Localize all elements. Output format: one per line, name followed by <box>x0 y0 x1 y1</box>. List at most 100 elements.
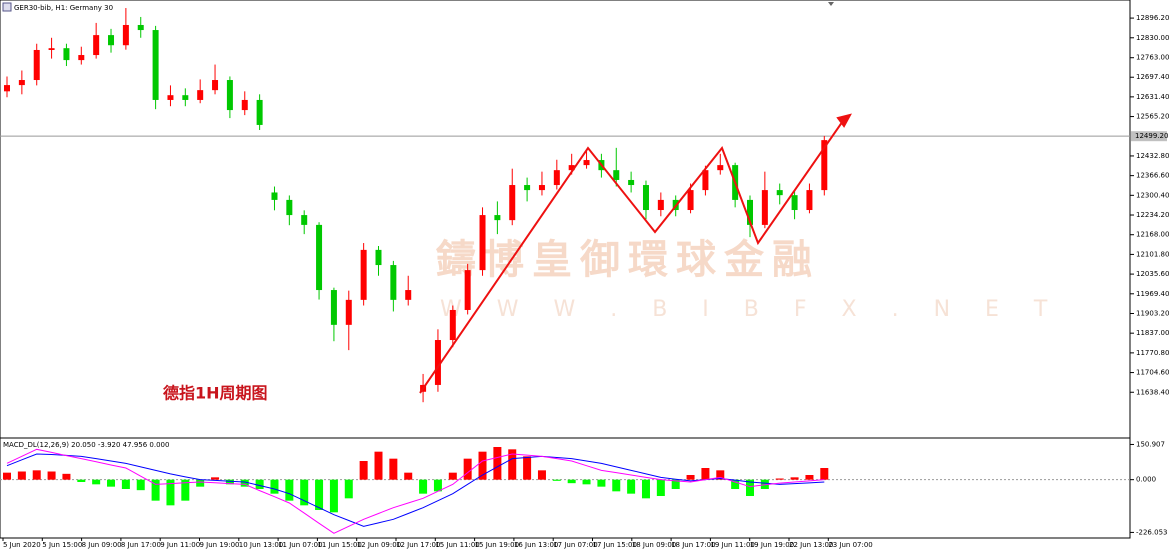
candle-body <box>791 195 798 211</box>
x-tick-label: 17 Jun 15:00 <box>593 541 637 549</box>
macd-bar <box>3 472 11 480</box>
chart-title: GER30-bib, H1: Germany 30 <box>14 4 113 12</box>
macd-bar <box>582 479 591 485</box>
macd-bar <box>300 479 309 506</box>
x-tick-label: 9 Jun 11:00 <box>160 541 200 549</box>
annotation: 德指1H周期图 <box>163 384 268 403</box>
macd-y-tick-label: -226.053 <box>1136 528 1167 536</box>
candle-body <box>628 179 635 186</box>
y-tick-label: 12168.00 <box>1136 231 1169 239</box>
symbol-icon <box>2 2 12 12</box>
x-tick-label: 10 Jun 13:00 <box>239 541 283 549</box>
x-tick-label: 5 Jun 2020 <box>3 541 41 549</box>
candle-body <box>93 35 100 56</box>
macd-title: MACD_DL(12,26,9) 20.050 -3.920 47.956 0.… <box>3 441 169 449</box>
candle-body <box>494 215 501 221</box>
candle-body <box>212 80 219 91</box>
macd-bar <box>47 471 56 480</box>
candle-body <box>360 249 367 300</box>
candle-body <box>702 170 709 191</box>
candle-body <box>464 270 471 310</box>
candle-body <box>286 199 293 216</box>
x-tick-label: 11 Jun 07:00 <box>278 541 322 549</box>
x-tick-label: 5 Jun 15:00 <box>42 541 82 549</box>
macd-bar <box>181 479 190 501</box>
candle-body <box>137 24 144 31</box>
candle-body <box>717 165 724 171</box>
macd-bar <box>537 470 546 480</box>
x-tick-label: 12 Jun 17:00 <box>396 541 440 549</box>
x-tick-label: 19 Jun 11:00 <box>710 541 754 549</box>
macd-bar <box>790 477 799 480</box>
macd-bar <box>211 477 220 480</box>
macd-bar <box>463 458 472 480</box>
candle-body <box>687 190 694 211</box>
macd-bar <box>285 479 294 501</box>
macd-bar <box>404 472 413 480</box>
macd-bar <box>805 475 814 480</box>
macd-bar <box>77 479 86 482</box>
y-tick-label: 11770.80 <box>1136 349 1169 357</box>
x-tick-label: 19 Jun 19:00 <box>750 541 794 549</box>
x-tick-label: 16 Jun 13:00 <box>514 541 558 549</box>
candle-body <box>642 185 649 211</box>
candle-body <box>553 170 560 186</box>
candle-body <box>449 309 456 341</box>
macd-bar <box>641 479 650 499</box>
macd-bar <box>225 479 234 485</box>
x-tick-label: 18 Jun 17:00 <box>671 541 715 549</box>
watermark: 鑄博皇御環球金融 <box>435 237 820 283</box>
macd-bar <box>255 479 264 489</box>
macd-bar <box>240 479 249 487</box>
macd-bar <box>627 479 636 494</box>
macd-bar <box>419 479 428 494</box>
x-tick-label: 15 Jun 11:00 <box>435 541 479 549</box>
y-tick-label: 11969.40 <box>1136 290 1169 298</box>
macd-bar <box>151 479 160 501</box>
y-tick-label: 12763.00 <box>1136 54 1169 62</box>
candle-body <box>524 185 531 191</box>
macd-bar <box>656 479 665 496</box>
arrow-head <box>836 113 852 128</box>
macd-bar <box>315 479 324 510</box>
macd-bar <box>523 456 532 480</box>
candle-body <box>405 290 412 300</box>
y-tick-label: 12697.40 <box>1136 73 1169 81</box>
candle-body <box>18 80 25 86</box>
y-tick-label: 12366.60 <box>1136 172 1169 180</box>
y-tick-label: 12896.20 <box>1136 14 1169 22</box>
plot-frame <box>0 0 1131 539</box>
macd-bar <box>433 479 442 492</box>
macd-bar <box>136 479 145 491</box>
macd-bar <box>329 479 338 513</box>
x-tick-label: 22 Jun 13:00 <box>789 541 833 549</box>
candle-body <box>761 190 768 225</box>
macd-line <box>6 448 825 534</box>
y-tick-label: 12101.80 <box>1136 250 1169 258</box>
candle-body <box>568 165 575 171</box>
y-tick-label: 12300.40 <box>1136 191 1169 199</box>
macd-bar <box>775 478 784 480</box>
macd-bar <box>701 468 710 480</box>
candle-body <box>434 340 441 385</box>
candle-body <box>316 224 323 291</box>
macd-y-tick-label: 0.000 <box>1136 476 1156 484</box>
macd-bar <box>493 447 502 480</box>
y-tick-label: 11903.20 <box>1136 309 1169 317</box>
macd-bar <box>671 479 680 489</box>
macd-bar <box>746 479 754 496</box>
scroll-marker <box>828 2 834 6</box>
macd-bar <box>107 479 116 487</box>
macd-bar <box>270 479 279 494</box>
drawn-pattern <box>419 113 852 394</box>
candle-body <box>806 190 813 211</box>
current-price-label: 12499.20 <box>1135 132 1168 140</box>
candle-body <box>78 55 85 61</box>
y-tick-label: 11638.40 <box>1136 388 1169 396</box>
macd-bar <box>389 458 398 480</box>
zigzag-line <box>419 117 846 394</box>
candle-body <box>152 30 159 100</box>
y-tick-label: 12234.20 <box>1136 211 1169 219</box>
macd-bar <box>448 472 457 480</box>
